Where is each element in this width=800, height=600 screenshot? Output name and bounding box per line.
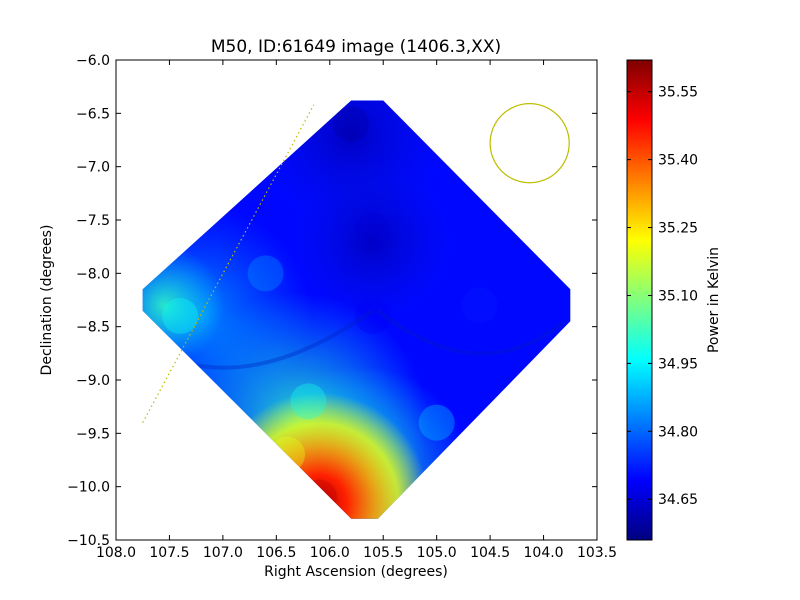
colorbar-tick-label: 35.55 (658, 85, 698, 101)
high-power-region-edge (142, 245, 225, 366)
lobe-boundary (376, 309, 567, 356)
x-tick-label: 108.0 (96, 545, 136, 561)
x-tick-label: 105.5 (363, 545, 403, 561)
field-sample (354, 298, 391, 334)
axes-frame (115, 59, 598, 541)
beam-circle (489, 103, 570, 184)
colorbar-tick-label: 35.40 (658, 153, 698, 169)
field-sample (301, 479, 338, 516)
colorbar-ticks: 35.55 35.40 35.25 35.10 34.95 34.80 34.65 (627, 85, 698, 508)
y-tick-label: −7.5 (76, 213, 110, 229)
x-tick-label: 105.0 (417, 545, 457, 561)
y-tick-label: −9.5 (76, 426, 110, 442)
heatmap-plot (142, 100, 571, 519)
field-sample (354, 212, 391, 249)
x-tick-label: 103.5 (577, 545, 617, 561)
field-sample (333, 106, 370, 142)
field-sample (269, 436, 306, 473)
colorbar-tick-label: 35.10 (658, 288, 698, 304)
sky-map (142, 100, 571, 519)
x-tick-label: 107.0 (203, 545, 243, 561)
colorbar-tick-label: 34.80 (658, 424, 698, 440)
chart-title: M50, ID:61649 image (1406.3,XX) (211, 37, 501, 57)
y-tick-label: −6.0 (76, 53, 110, 69)
y-tick-label: −8.5 (76, 320, 110, 336)
colorbar-label: Power in Kelvin (706, 247, 722, 353)
y-tick-label: −10.0 (67, 480, 110, 496)
overlays (142, 103, 570, 423)
colorbar-tick-label: 34.95 (658, 356, 698, 372)
x-tick-label: 107.5 (149, 545, 189, 561)
x-tick-label: 104.0 (524, 545, 564, 561)
low-power-region-center (292, 161, 453, 322)
x-tick-label: 106.0 (310, 545, 350, 561)
x-tick-label: 104.5 (470, 545, 510, 561)
field-sample (461, 287, 498, 324)
field-sample (290, 383, 327, 420)
x-axis: 108.0 107.5 107.0 106.5 106.0 105.5 105.0 104.5… (96, 60, 617, 561)
colorbar-tick-label: 35.25 (658, 221, 698, 237)
y-axis-label: Declination (degrees) (39, 225, 55, 376)
colorbar-scale (626, 59, 653, 541)
dotted-track-line (142, 104, 315, 423)
colorbar: 35.55 35.40 35.25 35.10 34.95 34.80 34.65 Powe… (626, 59, 722, 541)
field-sample (418, 404, 455, 441)
field-sample (162, 298, 199, 334)
colorbar-tick-label: 34.65 (658, 492, 698, 508)
field-sample (247, 255, 284, 292)
x-axis-label: Right Ascension (degrees) (264, 564, 448, 580)
y-tick-label: −9.0 (76, 373, 110, 389)
y-tick-label: −7.0 (76, 160, 110, 176)
y-axis: −6.0 −6.5 −7.0 −7.5 −8.0 −8.5 −9.0 −9.5 −10.0 −10… (67, 53, 597, 549)
y-tick-label: −6.5 (76, 106, 110, 122)
x-tick-label: 106.5 (256, 545, 296, 561)
y-tick-label: −10.5 (67, 533, 110, 549)
y-tick-label: −8.0 (76, 266, 110, 282)
